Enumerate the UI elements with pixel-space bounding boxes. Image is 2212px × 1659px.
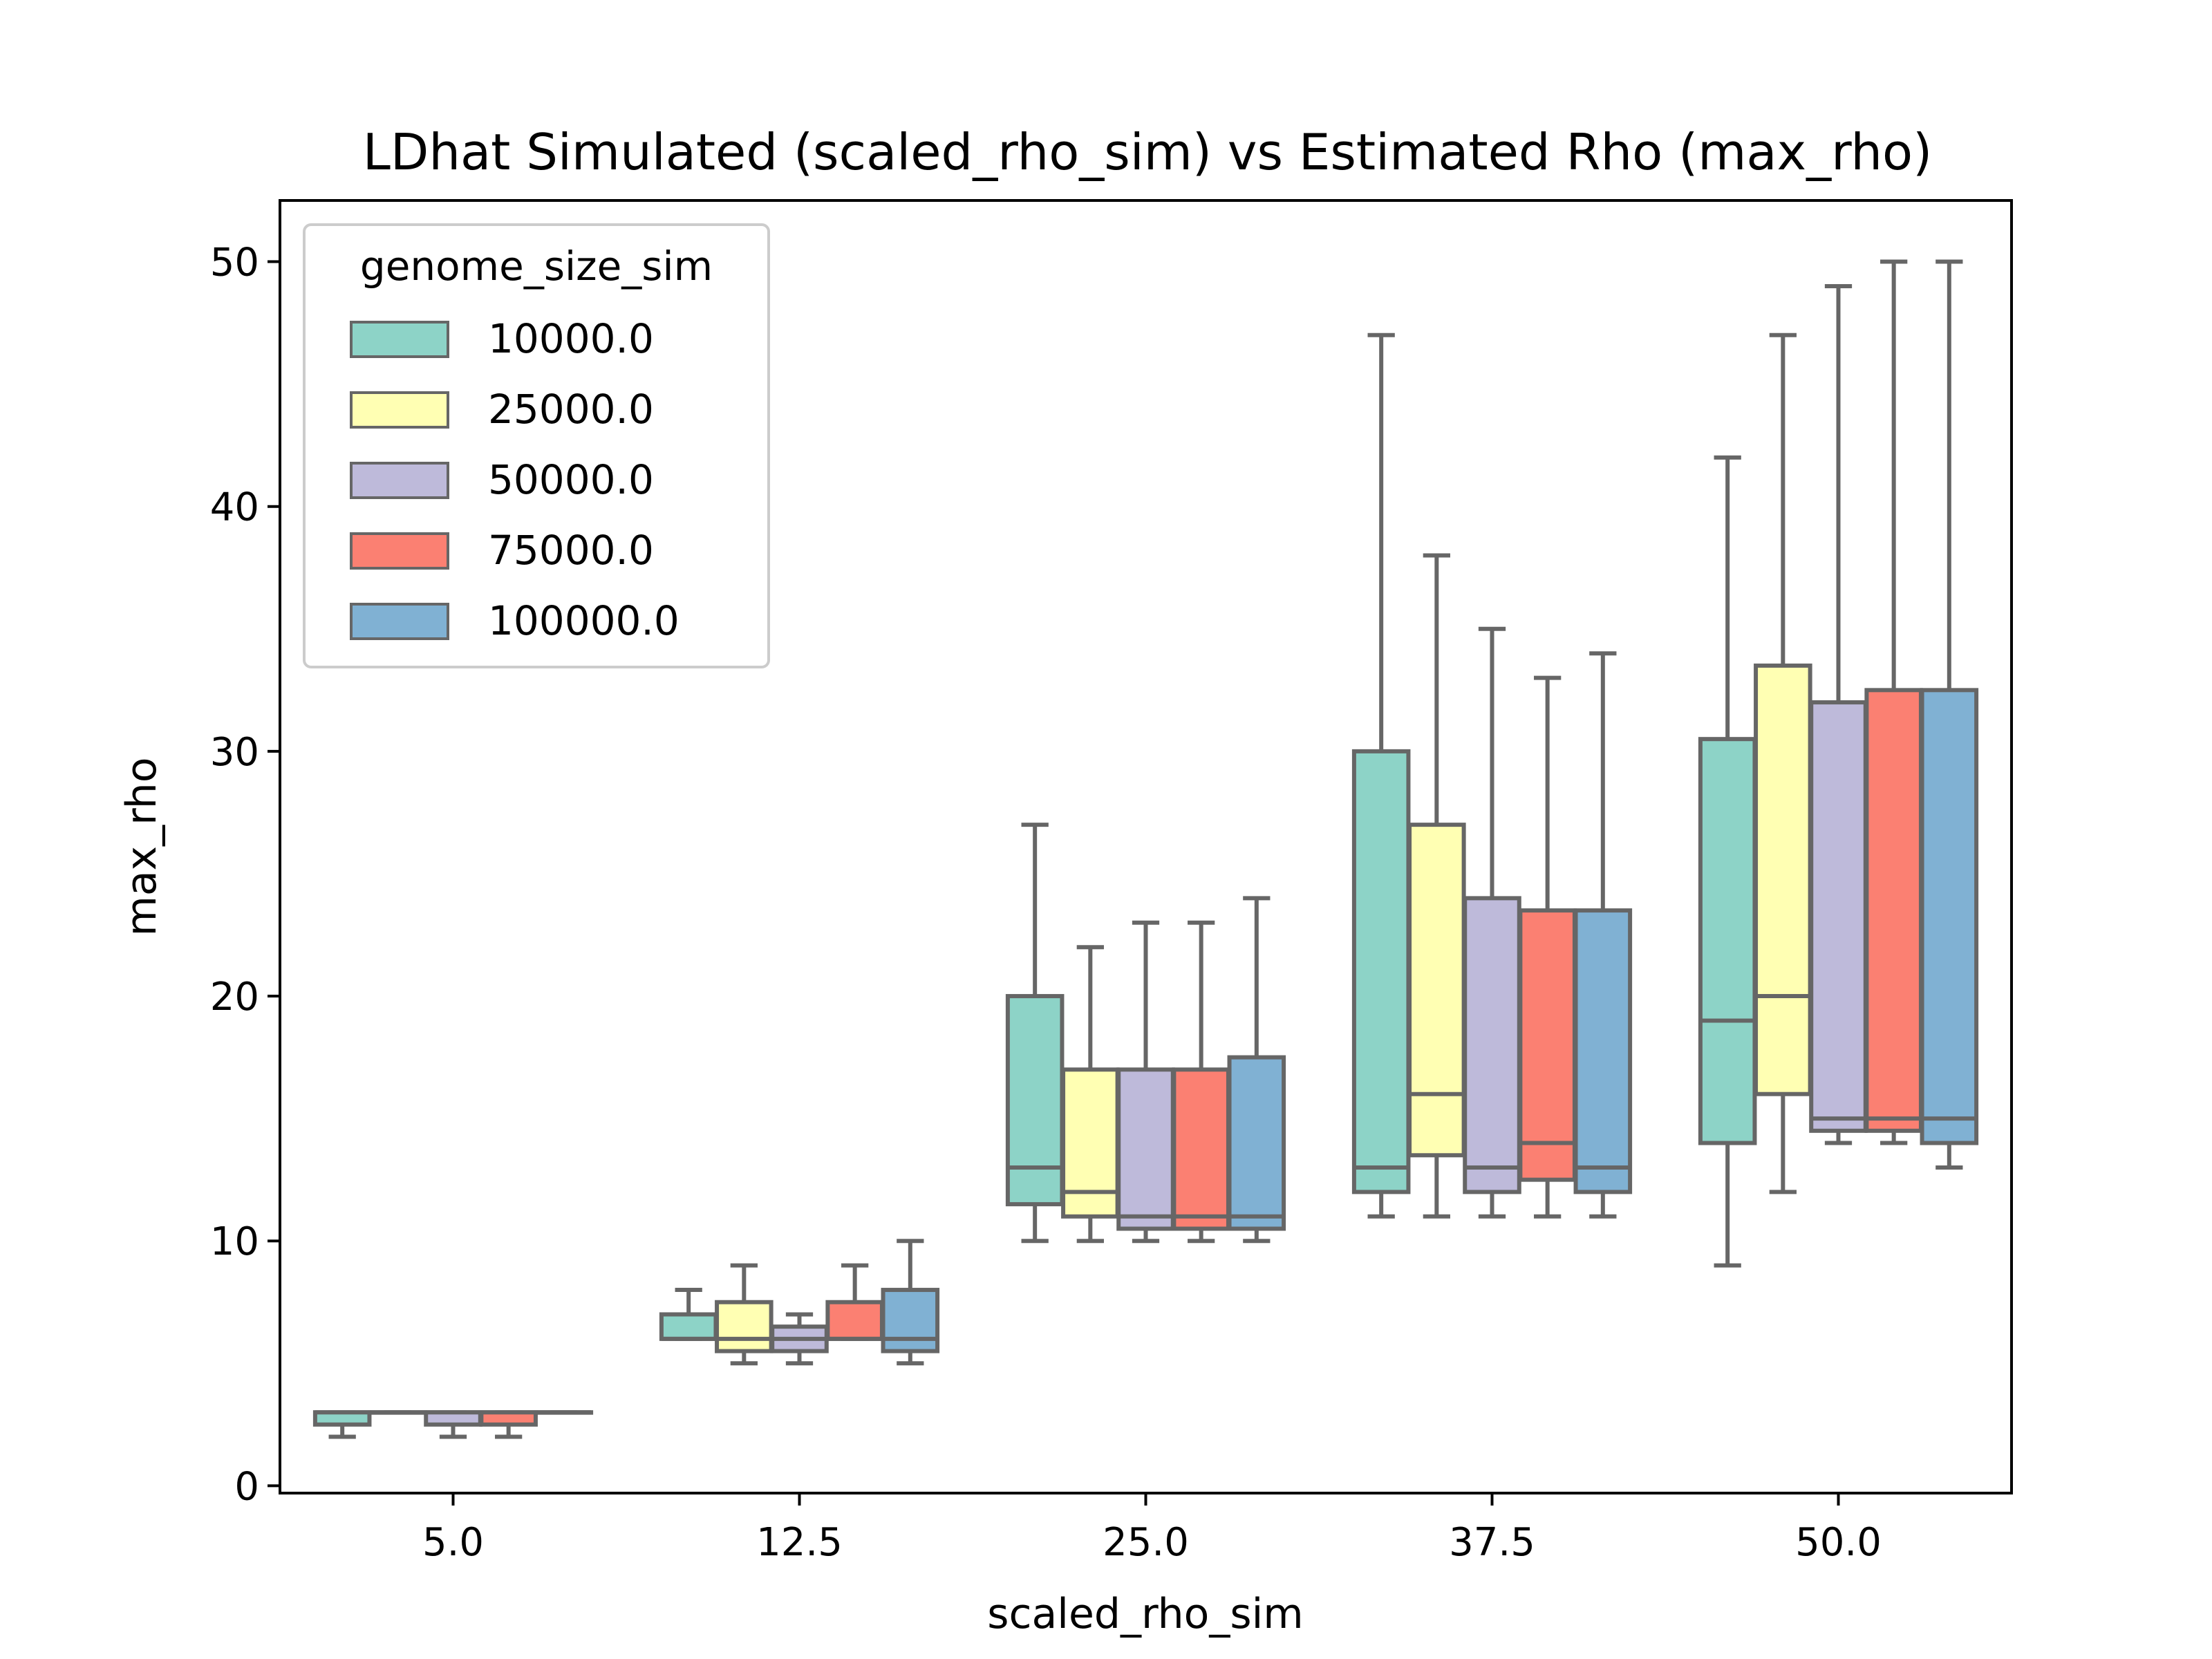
box-100000.0-12.5 (881, 1239, 940, 1366)
box-rect (1698, 737, 1757, 1145)
box-rect (1518, 908, 1577, 1182)
y-tick-label: 10 (210, 1219, 259, 1264)
box-25000.0-12.5 (715, 1263, 774, 1366)
legend-items: 10000.0 25000.0 50000.0 75000.0 100000.0 (350, 315, 679, 644)
legend-label-10000.0: 10000.0 (488, 315, 654, 362)
box-10000.0-5.0 (312, 1410, 372, 1439)
legend: genome_size_sim 10000.0 25000.0 50000.0 750… (303, 223, 770, 668)
box-rect (1227, 1055, 1286, 1231)
x-tick-label: 12.5 (756, 1520, 843, 1565)
y-axis: 0 10 20 30 40 50 (210, 241, 280, 1509)
box-25000.0-50.0 (1754, 332, 1812, 1194)
box-100000.0-50.0 (1920, 259, 1979, 1170)
box-10000.0-25.0 (1005, 823, 1065, 1244)
box-10000.0-37.5 (1351, 332, 1411, 1219)
box-rect (1809, 700, 1868, 1133)
legend-label-100000.0: 100000.0 (488, 597, 679, 644)
legend-swatch-25000.0 (350, 391, 449, 429)
legend-label-50000.0: 50000.0 (488, 456, 654, 503)
box-50000.0-50.0 (1809, 283, 1868, 1145)
box-rect (1172, 1067, 1230, 1231)
box-rect (1116, 1067, 1175, 1231)
box-rect (1754, 663, 1812, 1096)
box-10000.0-50.0 (1698, 455, 1757, 1268)
box-rect (1920, 688, 1979, 1145)
box-rect (1061, 1067, 1120, 1219)
plot-area (312, 259, 1979, 1439)
x-axis-label: scaled_rho_sim (987, 1590, 1303, 1638)
box-rect (881, 1288, 940, 1353)
y-tick-label: 20 (210, 975, 259, 1020)
box-rect (1463, 896, 1521, 1194)
legend-title: genome_size_sim (360, 243, 713, 290)
box-75000.0-25.0 (1172, 920, 1230, 1244)
box-rect (825, 1300, 884, 1341)
box-100000.0-5.0 (534, 1410, 594, 1415)
legend-swatch-50000.0 (350, 462, 449, 499)
box-100000.0-25.0 (1227, 896, 1286, 1244)
x-tick-label: 50.0 (1795, 1520, 1882, 1565)
x-tick-label: 25.0 (1103, 1520, 1189, 1565)
legend-swatch-10000.0 (350, 321, 449, 358)
box-50000.0-37.5 (1463, 626, 1521, 1219)
x-tick-label: 5.0 (422, 1520, 484, 1565)
box-rect (1351, 749, 1411, 1194)
box-rect (1407, 823, 1466, 1158)
box-25000.0-5.0 (368, 1410, 427, 1415)
box-75000.0-37.5 (1518, 675, 1577, 1219)
legend-label-75000.0: 75000.0 (488, 527, 654, 574)
box-100000.0-37.5 (1573, 651, 1633, 1219)
box-rect (715, 1300, 774, 1353)
legend-label-25000.0: 25000.0 (488, 386, 654, 433)
y-tick-label: 40 (210, 485, 259, 530)
y-tick-label: 30 (210, 730, 259, 775)
box-rect (1573, 908, 1633, 1194)
box-rect (1005, 994, 1065, 1207)
legend-swatch-75000.0 (350, 532, 449, 570)
x-tick-label: 37.5 (1449, 1520, 1535, 1565)
y-tick-label: 0 (234, 1464, 259, 1509)
x-axis: 5.0 12.5 25.0 37.5 50.0 (422, 1493, 1882, 1565)
box-25000.0-25.0 (1061, 945, 1120, 1244)
box-75000.0-5.0 (479, 1410, 538, 1439)
chart-title: LDhat Simulated (scaled_rho_sim) vs Esti… (363, 123, 1932, 181)
y-axis-label: max_rho (118, 757, 166, 936)
box-rect (659, 1312, 718, 1341)
box-rect (1864, 688, 1923, 1133)
y-tick-label: 50 (210, 241, 259, 285)
legend-swatch-100000.0 (350, 603, 449, 640)
